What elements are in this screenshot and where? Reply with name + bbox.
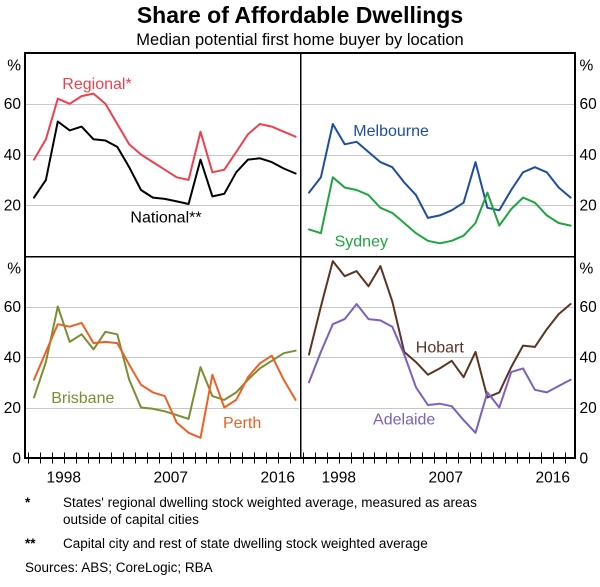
footnote-1-marker: *: [25, 495, 31, 510]
series-label-brisbane: Brisbane: [51, 390, 114, 407]
y-axis-unit-label: %: [7, 260, 21, 277]
y-axis-unit-label: %: [580, 57, 594, 74]
series-line-sydney: [308, 176, 572, 245]
footnotes: * States' regional dwelling stock weight…: [25, 494, 585, 576]
y-axis-tick-label: 40: [580, 147, 598, 164]
series-label-perth: Perth: [223, 415, 261, 432]
series-label-hobart: Hobart: [416, 340, 465, 357]
series-line-adelaide: [308, 303, 572, 434]
y-axis-tick-label: 20: [580, 198, 598, 215]
axis-labels: % 60 40 20% 60 40 20% 60 40 20 0% 60 40 20 0 1998 2007 20…: [4, 57, 597, 486]
x-axis-tick-label: 2016: [261, 469, 295, 486]
x-axis-tick-label: 2016: [536, 469, 570, 486]
sources: Sources: ABS; CoreLogic; RBA: [25, 560, 213, 575]
chart-subtitle: Median potential first home buyer by loc…: [136, 31, 464, 49]
series-lines: [33, 92, 572, 439]
series-line-brisbane: [33, 305, 297, 420]
y-axis-tick-label: 60: [4, 299, 22, 316]
gridlines: [26, 104, 574, 409]
y-axis-tick-label: 60: [580, 299, 598, 316]
chart-canvas: Regional* National** Melbourne Sydney Brisba…: [4, 52, 597, 486]
series-line-melbourne: [308, 123, 572, 219]
y-axis-tick-label: 0: [580, 450, 589, 467]
x-axis-tick-label: 2007: [429, 469, 463, 486]
series-line-regional: [33, 92, 297, 181]
series-label-sydney: Sydney: [335, 233, 388, 250]
y-axis-tick-label: 60: [4, 96, 22, 113]
series-label-regional: Regional*: [62, 76, 131, 93]
chart-area: Regional* National** Melbourne Sydney Brisba…: [0, 52, 600, 489]
y-axis-unit-label: %: [580, 260, 594, 277]
series-line-hobart: [308, 260, 572, 399]
y-axis-tick-label: 20: [4, 400, 22, 417]
series-label-adelaide: Adelaide: [373, 412, 435, 429]
series-labels: Regional* National** Melbourne Sydney Brisba…: [51, 76, 464, 432]
chart-frame: [24, 52, 576, 459]
y-axis-tick-label: 40: [4, 147, 22, 164]
y-axis-tick-label: 60: [580, 96, 598, 113]
x-axis-tick-label: 1998: [322, 469, 356, 486]
series-line-perth: [33, 321, 297, 439]
y-axis-tick-label: 0: [12, 450, 21, 467]
footnote-1-text: States' regional dwelling stock weighted…: [63, 495, 477, 527]
y-axis-tick-label: 20: [4, 198, 22, 215]
chart-title: Share of Affordable Dwellings: [136, 2, 464, 28]
footnote-2-marker: **: [25, 536, 36, 551]
y-axis-tick-label: 40: [4, 349, 22, 366]
y-axis-tick-label: 20: [580, 400, 598, 417]
y-axis-tick-label: 40: [580, 349, 598, 366]
x-axis-tick-label: 1998: [47, 469, 81, 486]
series-label-national: National**: [130, 209, 201, 226]
chart-border: [24, 52, 576, 459]
footnote-1: * States' regional dwelling stock weight…: [25, 494, 585, 528]
series-line-national: [33, 120, 297, 205]
series-label-melbourne: Melbourne: [353, 123, 429, 140]
footnote-2: ** Capital city and rest of state dwelli…: [25, 535, 585, 552]
footnote-2-text: Capital city and rest of state dwelling …: [63, 536, 428, 551]
y-axis-unit-label: %: [7, 57, 21, 74]
x-axis-tick-label: 2007: [154, 469, 188, 486]
